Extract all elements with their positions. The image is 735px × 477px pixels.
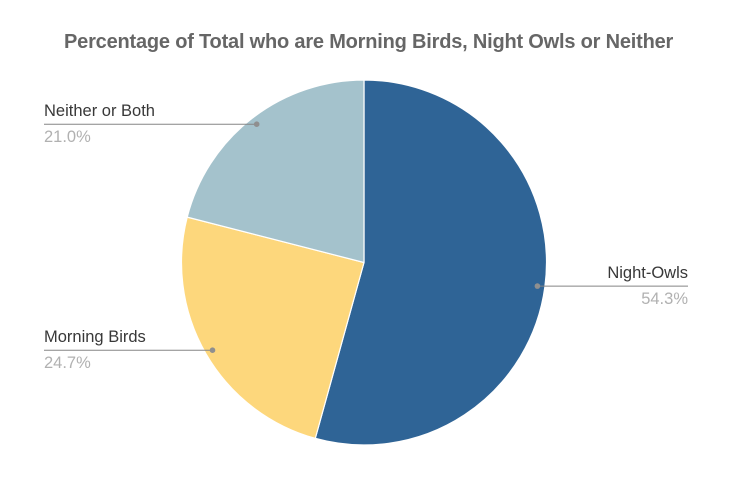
- pie-slices-group: [180, 79, 548, 446]
- slice-label-morning-birds: Morning Birds: [44, 328, 146, 346]
- pie-slice-neither-or-both[interactable]: [186, 79, 365, 264]
- slice-percent-morning-birds: 24.7%: [44, 354, 91, 372]
- label-block-night-owls: Night-Owls 54.3%: [607, 263, 688, 309]
- pie-slice-night-owls[interactable]: [314, 79, 548, 446]
- slice-percent-night-owls: 54.3%: [641, 290, 688, 308]
- slice-percent-neither-or-both: 21.0%: [44, 128, 91, 146]
- label-block-neither-or-both: Neither or Both 21.0%: [44, 101, 155, 147]
- leader-dot-night-owls: [534, 283, 541, 289]
- slice-label-night-owls: Night-Owls: [607, 264, 688, 282]
- pie-slice-morning-birds[interactable]: [180, 216, 365, 439]
- leader-dot-neither-or-both: [253, 121, 260, 127]
- leader-dot-morning-birds: [209, 347, 216, 354]
- slice-label-neither-or-both: Neither or Both: [44, 102, 155, 120]
- chart-title: Percentage of Total who are Morning Bird…: [64, 31, 674, 53]
- label-block-morning-birds: Morning Birds 24.7%: [44, 327, 146, 373]
- leader-lines-group: [44, 121, 688, 354]
